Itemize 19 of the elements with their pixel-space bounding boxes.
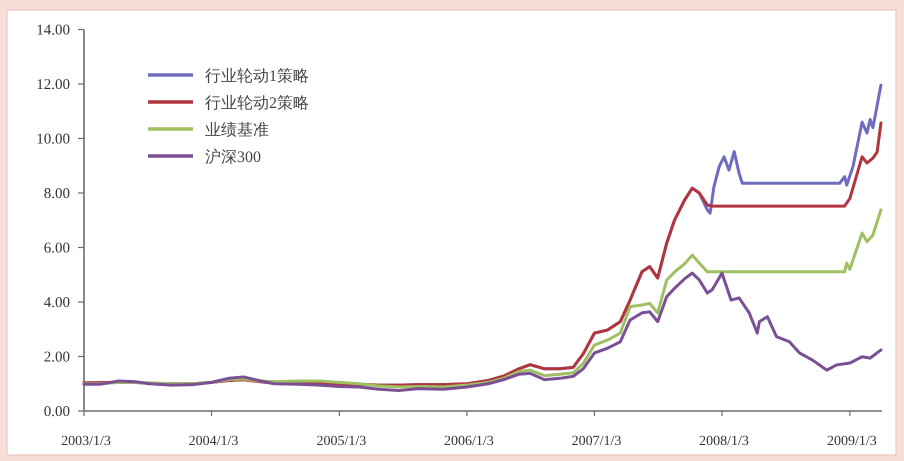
legend-label: 业绩基准 — [205, 121, 269, 139]
x-tick-label: 2005/1/3 — [316, 434, 366, 449]
y-tick-label: 4.00 — [44, 295, 70, 311]
y-tick-label: 8.00 — [44, 186, 70, 202]
y-tick-label: 6.00 — [44, 240, 70, 256]
y-tick-label: 10.00 — [36, 132, 70, 148]
y-tick-label: 2.00 — [44, 350, 70, 366]
legend-label: 沪深300 — [205, 148, 261, 166]
y-tick-label: 12.00 — [36, 77, 70, 93]
x-tick-label: 2007/1/3 — [572, 434, 622, 449]
x-tick-label: 2004/1/3 — [188, 434, 238, 449]
x-tick-label: 2008/1/3 — [699, 434, 749, 449]
x-tick-label: 2006/1/3 — [444, 434, 494, 449]
legend-label: 行业轮动1策略 — [205, 67, 309, 85]
x-tick-label: 2003/1/3 — [61, 434, 111, 449]
legend-label: 行业轮动2策略 — [205, 94, 309, 112]
y-tick-label: 14.00 — [36, 22, 70, 38]
y-tick-label: 0.00 — [44, 404, 70, 420]
x-tick-label: 2009/1/3 — [826, 434, 877, 449]
